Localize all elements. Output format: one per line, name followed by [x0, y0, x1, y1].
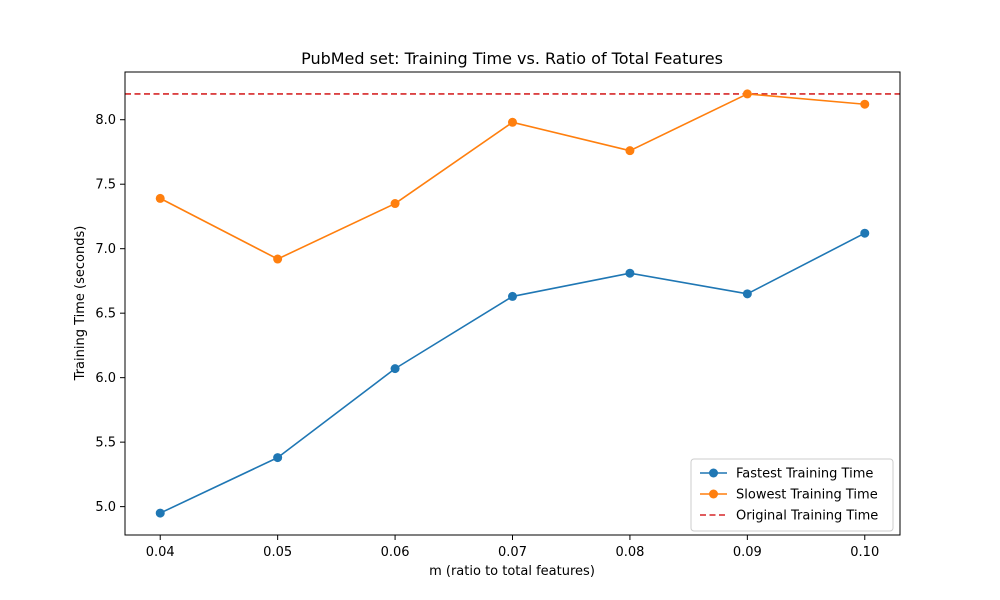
legend-label-1: Slowest Training Time — [736, 488, 878, 503]
series-1-point-1 — [273, 254, 283, 264]
y-tick-label-3: 6.5 — [95, 307, 116, 322]
y-axis-label: Training Time (seconds) — [73, 226, 88, 382]
y-tick-label-4: 7.0 — [95, 242, 116, 257]
legend-label-0: Fastest Training Time — [736, 467, 873, 482]
series-0-point-6 — [860, 228, 870, 238]
x-tick-label-5: 0.09 — [733, 545, 762, 560]
series-1-point-6 — [860, 99, 870, 109]
y-tick-label-6: 8.0 — [95, 113, 116, 128]
series-1-point-0 — [155, 193, 165, 203]
y-tick-label-0: 5.0 — [95, 500, 116, 515]
legend-marker-1 — [709, 489, 718, 499]
chart-title: PubMed set: Training Time vs. Ratio of T… — [301, 49, 723, 68]
x-tick-label-3: 0.07 — [498, 545, 527, 560]
legend-box — [690, 458, 894, 532]
y-tick-label-5: 7.5 — [95, 178, 116, 193]
series-1-point-3 — [508, 117, 517, 127]
x-tick-label-0: 0.04 — [146, 545, 175, 560]
series-0-point-5 — [742, 289, 752, 299]
series-1-point-2 — [390, 199, 400, 209]
x-tick-label-1: 0.05 — [263, 545, 292, 560]
legend-label-2: Original Training Time — [736, 509, 878, 524]
series-0-point-2 — [390, 364, 400, 374]
series-1-point-5 — [742, 89, 752, 99]
series-0-point-0 — [155, 508, 165, 518]
series-0-point-1 — [273, 453, 283, 463]
y-tick-label-2: 6.0 — [95, 371, 116, 386]
legend: Fastest Training Time Slowest Training Ti… — [690, 458, 894, 532]
x-tick-label-6: 0.10 — [850, 545, 879, 560]
x-tick-label-4: 0.08 — [615, 545, 644, 560]
series-0-point-4 — [625, 268, 635, 278]
x-axis-label: m (ratio to total features) — [429, 564, 595, 579]
x-tick-label-2: 0.06 — [381, 545, 410, 560]
plot-area: 0.04 0.05 0.06 0.07 0.08 0.09 0.10 5.0 5.5 6.0 6.5… — [95, 71, 901, 560]
y-tick-label-1: 5.5 — [95, 436, 116, 451]
series-0-point-3 — [508, 291, 517, 301]
legend-marker-0 — [709, 468, 718, 478]
series-1-point-4 — [625, 146, 635, 156]
